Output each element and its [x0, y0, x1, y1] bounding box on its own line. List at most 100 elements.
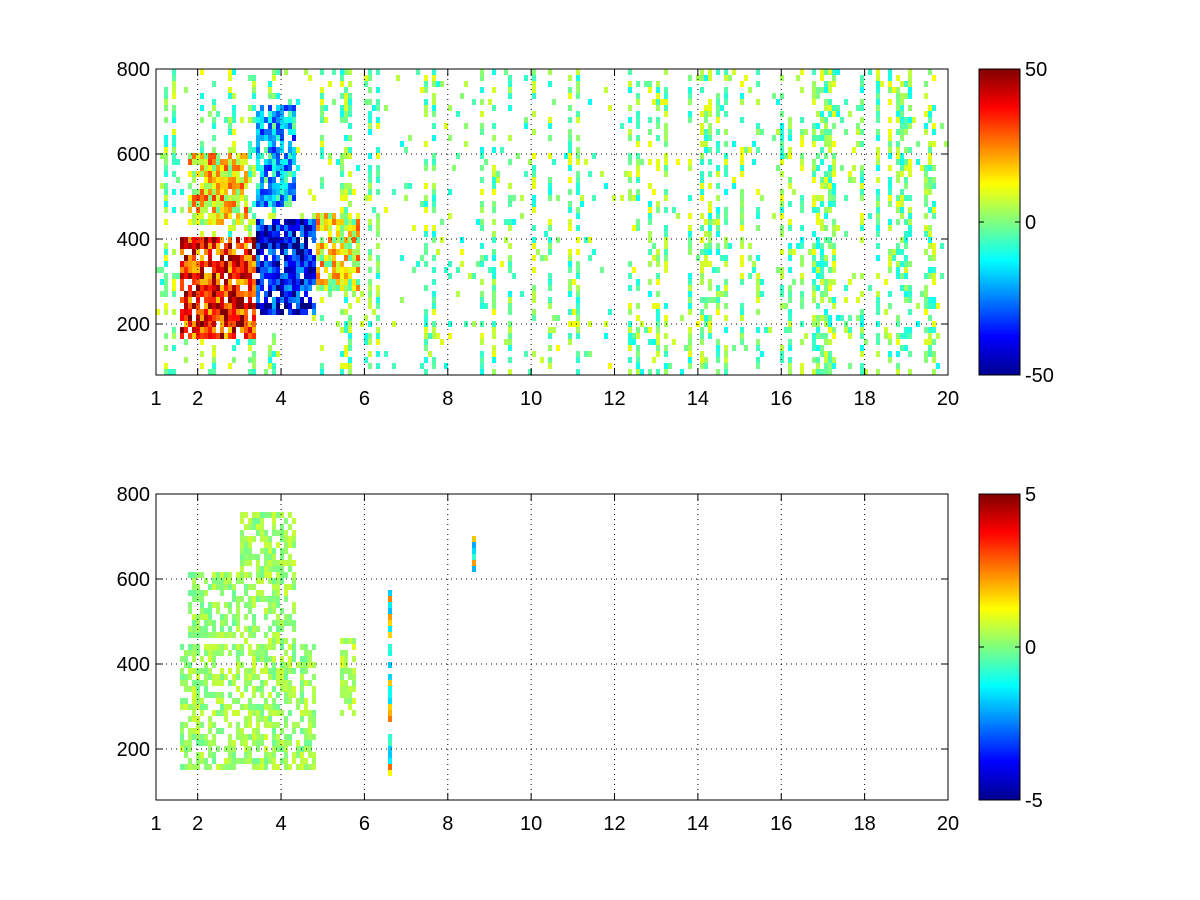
heatmap-cell	[260, 105, 264, 111]
heatmap-cell	[908, 261, 912, 267]
heatmap-cell	[568, 177, 572, 183]
heatmap-cell	[832, 333, 836, 339]
heatmap-cell	[592, 195, 596, 201]
heatmap-cell	[376, 243, 380, 249]
heatmap-cell	[284, 560, 288, 566]
heatmap-cell	[348, 147, 352, 153]
heatmap-cell	[812, 339, 816, 345]
heatmap-cell	[208, 674, 212, 680]
heatmap-cell	[376, 165, 380, 171]
heatmap-cell	[260, 237, 264, 243]
heatmap-cell	[180, 207, 184, 213]
heatmap-cell	[908, 105, 912, 111]
heatmap-cell	[724, 129, 728, 135]
heatmap-cell	[664, 99, 668, 105]
heatmap-cell	[260, 650, 264, 656]
heatmap-cell	[172, 105, 176, 111]
heatmap-cell	[228, 572, 232, 578]
heatmap-cell	[192, 303, 196, 309]
heatmap-cell	[228, 363, 232, 369]
heatmap-cell	[908, 297, 912, 303]
bottom-colorbar: -505	[978, 484, 1043, 812]
heatmap-cell	[832, 141, 836, 147]
heatmap-cell	[256, 279, 260, 285]
heatmap-cell	[940, 273, 944, 279]
heatmap-cell	[928, 153, 932, 159]
heatmap-cell	[888, 165, 892, 171]
heatmap-cell	[480, 129, 484, 135]
heatmap-cell	[268, 213, 272, 219]
heatmap-cell	[552, 327, 556, 333]
heatmap-cell	[356, 255, 360, 261]
heatmap-cell	[936, 333, 940, 339]
heatmap-cell	[192, 632, 196, 638]
heatmap-cell	[224, 674, 228, 680]
heatmap-cell	[252, 279, 256, 285]
heatmap-cell	[628, 87, 632, 93]
heatmap-cell	[228, 213, 232, 219]
heatmap-cell	[264, 704, 268, 710]
heatmap-cell	[220, 590, 224, 596]
heatmap-cell	[700, 123, 704, 129]
heatmap-cell	[328, 285, 332, 291]
heatmap-cell	[896, 201, 900, 207]
heatmap-cell	[888, 75, 892, 81]
heatmap-cell	[236, 213, 240, 219]
heatmap-cell	[532, 183, 536, 189]
heatmap-cell	[184, 740, 188, 746]
heatmap-cell	[908, 285, 912, 291]
heatmap-cell	[272, 734, 276, 740]
heatmap-cell	[336, 321, 340, 327]
heatmap-cell	[924, 327, 928, 333]
heatmap-cell	[820, 195, 824, 201]
heatmap-cell	[252, 692, 256, 698]
heatmap-cell	[708, 135, 712, 141]
heatmap-cell	[212, 117, 216, 123]
heatmap-cell	[388, 662, 392, 668]
heatmap-cell	[508, 75, 512, 81]
heatmap-cell	[768, 327, 772, 333]
heatmap-cell	[244, 273, 248, 279]
heatmap-cell	[272, 285, 276, 291]
heatmap-cell	[292, 291, 296, 297]
heatmap-cell	[296, 165, 300, 171]
heatmap-cell	[240, 219, 244, 225]
heatmap-cell	[740, 219, 744, 225]
heatmap-cell	[280, 237, 284, 243]
heatmap-cell	[276, 512, 280, 518]
heatmap-cell	[444, 123, 448, 129]
heatmap-cell	[368, 249, 372, 255]
heatmap-cell	[828, 321, 832, 327]
heatmap-cell	[200, 267, 204, 273]
heatmap-cell	[556, 237, 560, 243]
heatmap-cell	[244, 686, 248, 692]
heatmap-cell	[288, 141, 292, 147]
heatmap-cell	[292, 243, 296, 249]
heatmap-cell	[636, 141, 640, 147]
heatmap-cell	[180, 327, 184, 333]
y-tick-label: 200	[117, 314, 150, 336]
heatmap-cell	[716, 219, 720, 225]
heatmap-cell	[304, 291, 308, 297]
heatmap-cell	[236, 656, 240, 662]
heatmap-cell	[576, 237, 580, 243]
heatmap-cell	[284, 686, 288, 692]
heatmap-cell	[208, 183, 212, 189]
heatmap-cell	[164, 141, 168, 147]
heatmap-cell	[244, 716, 248, 722]
heatmap-cell	[328, 249, 332, 255]
heatmap-cell	[336, 237, 340, 243]
heatmap-cell	[820, 87, 824, 93]
heatmap-cell	[248, 237, 252, 243]
heatmap-cell	[432, 153, 436, 159]
heatmap-cell	[868, 69, 872, 75]
heatmap-cell	[240, 291, 244, 297]
heatmap-cell	[216, 201, 220, 207]
heatmap-cell	[204, 261, 208, 267]
heatmap-cell	[424, 201, 428, 207]
heatmap-cell	[260, 548, 264, 554]
heatmap-cell	[200, 219, 204, 225]
heatmap-cell	[604, 87, 608, 93]
heatmap-cell	[820, 345, 824, 351]
heatmap-cell	[876, 195, 880, 201]
